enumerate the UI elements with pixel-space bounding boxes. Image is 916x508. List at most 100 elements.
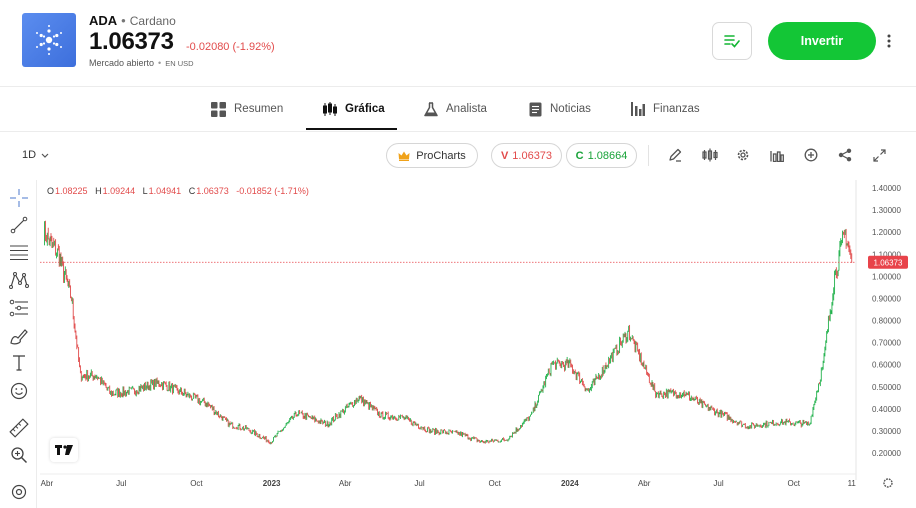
fibonacci-tool[interactable] [9,298,29,318]
y-tick-label: 0.20000 [872,449,901,458]
asset-price: 1.06373 [89,28,174,55]
tradingview-logo[interactable] [50,438,78,462]
tab-grafica[interactable]: Gráfica [323,87,385,131]
fib-icon [9,299,28,317]
share-button[interactable] [836,146,854,164]
draw-button[interactable] [666,146,684,164]
procharts-button[interactable]: ProCharts [386,143,478,168]
tab-label: Noticias [550,103,591,115]
close-label: C [188,186,196,196]
tab-noticias[interactable]: Noticias [529,87,591,131]
emoji-tool[interactable] [9,381,29,401]
buy-price-button[interactable]: C 1.08664 [566,143,637,168]
bars-icon [631,102,645,116]
sell-price: 1.06373 [512,149,553,162]
y-tick-label: 1.30000 [872,206,901,215]
asset-tabs: Resumen Gráfica Analista Noticias Finanz… [0,87,916,131]
more-options-button[interactable] [884,32,894,50]
text-tool[interactable] [9,353,29,373]
sell-price-button[interactable]: V 1.06373 [491,143,562,168]
chart-settings-button[interactable] [734,146,752,164]
crosshair-tool[interactable] [9,188,29,208]
title-separator: • [121,13,126,28]
chart-type-button[interactable] [701,146,719,164]
high-value: 1.09244 [102,186,136,196]
low-value: 1.04941 [148,186,182,196]
price-change: -0.02080 (-1.92%) [186,41,275,53]
magnet-icon [11,484,27,500]
tab-resumen[interactable]: Resumen [211,87,283,131]
horizontal-lines-icon [10,245,28,261]
y-tick-label: 1.00000 [872,272,901,281]
gear-icon [737,149,749,161]
axis-settings-icon [883,478,893,488]
tab-label: Resumen [234,103,284,115]
pattern-tool[interactable] [9,270,29,290]
chevron-down-icon [41,153,49,158]
ruler-tool[interactable] [9,418,29,438]
asset-symbol: ADA [89,13,118,28]
toolbar-divider [648,145,649,166]
asset-title: ADA • Cardano [89,13,176,28]
open-value: 1.08225 [55,186,88,196]
tabs-divider [0,131,916,132]
y-tick-label: 0.80000 [872,317,901,326]
tab-label: Analista [446,103,487,115]
sell-prefix: V [500,149,509,162]
x-tick-label: Abr [638,479,651,488]
cardano-logo [22,13,76,67]
candles-icon [323,101,337,117]
market-separator: • [158,58,162,68]
last-price-label: 1.06373 [874,258,903,267]
watchlist-button[interactable] [712,22,752,60]
add-indicator-button[interactable] [802,146,820,164]
y-tick-label: 0.90000 [872,294,901,303]
horizontal-lines-tool[interactable] [9,242,29,262]
close-value: 1.06373 [196,186,229,196]
y-tick-label: 0.50000 [872,383,901,392]
zoom-tool[interactable] [9,445,29,465]
ohlc-change: -0.01852 (-1.71%) [236,186,309,196]
brush-tool[interactable] [9,326,29,346]
x-tick-label: Oct [488,479,501,488]
indicators-button[interactable] [768,146,786,164]
document-icon [529,102,542,117]
x-tick-label: Jul [414,479,424,488]
grid-icon [211,101,226,117]
plus-circle-icon [804,148,818,162]
x-tick-label: Jul [116,479,126,488]
asset-name: Cardano [129,14,176,28]
low-label: L [142,186,148,196]
header-divider [0,86,916,87]
candles-icon [702,148,718,162]
asset-header: ADA • Cardano 1.06373 -0.02080 (-1.92%) Me… [0,0,916,86]
procharts-label: ProCharts [416,149,466,162]
interval-selector[interactable]: 1D [22,149,49,161]
x-tick-label: 2023 [263,479,281,488]
watchlist-icon [724,35,740,48]
brush-icon [10,329,28,345]
crosshair-icon [10,189,28,207]
price-chart[interactable]: 1.40000 1.30000 1.20000 1.10000 1.00000 0.900… [40,180,916,508]
x-tick-label: Oct [787,479,800,488]
active-tab-indicator [306,128,397,130]
magnet-tool[interactable] [9,482,29,502]
high-label: H [95,186,102,196]
x-tick-label: 11 [848,479,857,488]
x-tick-label: Abr [339,479,352,488]
buy-prefix: C [575,149,584,162]
tab-finanzas[interactable]: Finanzas [631,87,700,131]
y-tick-label: 0.30000 [872,427,901,436]
trend-line-tool[interactable] [9,215,29,235]
pencil-icon [669,148,682,162]
tab-analista[interactable]: Analista [424,87,487,131]
tab-label: Finanzas [653,103,700,115]
interval-value: 1D [22,149,37,161]
pattern-icon [9,272,29,289]
ohlc-readout: O1.08225 H1.09244 L1.04941 C1.06373 -0.0… [47,186,314,196]
kebab-icon [887,34,891,48]
invest-button[interactable]: Invertir [768,22,876,60]
trend-line-icon [10,216,28,234]
fullscreen-button[interactable] [870,146,888,164]
last-price-tag [868,255,908,269]
